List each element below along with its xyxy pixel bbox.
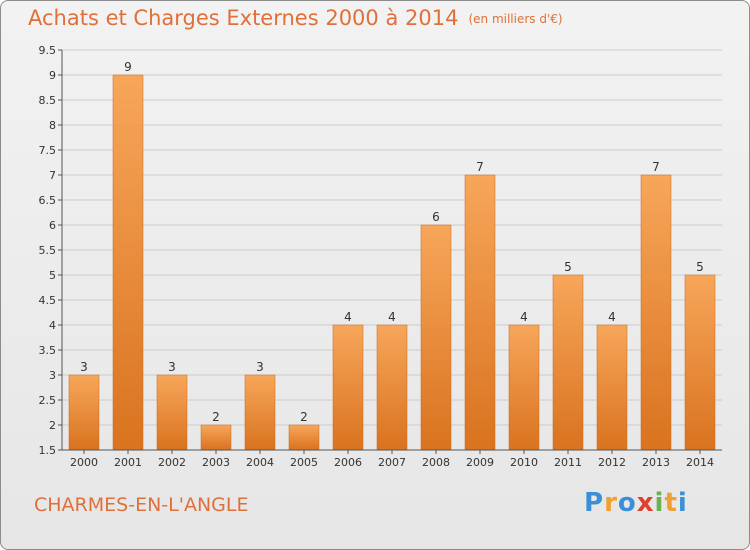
brand-letter: x (636, 488, 655, 518)
labels: 1.5 2 2.5 3 3.5 4 4.5 5 5.5 6 6.5 7 7.5 8 8.5 9 9.5 3 2000… (39, 44, 715, 469)
proxiti-logo: Proxiti (584, 488, 688, 518)
data-label: 7 (652, 160, 660, 174)
bar-2004 (244, 374, 276, 451)
data-label: 6 (432, 210, 440, 224)
data-label: 4 (344, 310, 352, 324)
data-label: 7 (476, 160, 484, 174)
x-tick-label: 2007 (378, 456, 406, 469)
y-tick-label: 2 (49, 419, 56, 432)
x-tick-label: 2012 (598, 456, 626, 469)
y-tick-label: 7.5 (39, 144, 57, 157)
x-tick-label: 2005 (290, 456, 318, 469)
axes (58, 49, 722, 454)
bar-2001 (112, 74, 144, 451)
bar-2012 (596, 324, 628, 451)
bar-2011 (552, 274, 584, 451)
data-label: 5 (696, 260, 704, 274)
bar-2000 (68, 374, 100, 451)
bar-2010 (508, 324, 540, 451)
y-tick-label: 2.5 (39, 394, 57, 407)
x-tick-label: 2003 (202, 456, 230, 469)
y-tick-label: 6 (49, 219, 56, 232)
brand-letter: P (584, 488, 605, 518)
x-tick-label: 2002 (158, 456, 186, 469)
data-label: 3 (80, 360, 88, 374)
commune-name: CHARMES-EN-L'ANGLE (34, 494, 249, 516)
y-tick-label: 7 (49, 169, 56, 182)
data-label: 2 (212, 410, 220, 424)
brand-letter: i (677, 488, 688, 518)
x-tick-label: 2004 (246, 456, 274, 469)
brand-letter: i (654, 488, 665, 518)
data-label: 4 (520, 310, 528, 324)
bar-2002 (156, 374, 188, 451)
bars (68, 74, 716, 451)
y-tick-label: 4.5 (39, 294, 57, 307)
y-tick-label: 6.5 (39, 194, 57, 207)
data-label: 4 (388, 310, 396, 324)
bar-2008 (420, 224, 452, 451)
brand-letter: o (617, 488, 637, 518)
y-tick-label: 1.5 (39, 444, 57, 457)
brand-letter: r (604, 488, 618, 518)
bar-2009 (464, 174, 496, 451)
x-tick-label: 2000 (70, 456, 98, 469)
x-tick-label: 2001 (114, 456, 142, 469)
y-tick-label: 8 (49, 119, 56, 132)
brand-letter: t (664, 488, 678, 518)
x-tick-label: 2011 (554, 456, 582, 469)
y-tick-label: 9 (49, 69, 56, 82)
chart-title: Achats et Charges Externes 2000 à 2014 (e… (28, 6, 563, 30)
data-label: 2 (300, 410, 308, 424)
bar-2005 (288, 424, 320, 451)
y-tick-label: 4 (49, 319, 56, 332)
y-tick-label: 5.5 (39, 244, 57, 257)
data-label: 3 (256, 360, 264, 374)
bar-2003 (200, 424, 232, 451)
bar-2007 (376, 324, 408, 451)
chart-title-text: Achats et Charges Externes 2000 à 2014 (28, 6, 459, 30)
x-tick-label: 2006 (334, 456, 362, 469)
y-tick-label: 8.5 (39, 94, 57, 107)
y-tick-label: 5 (49, 269, 56, 282)
data-label: 9 (124, 60, 132, 74)
data-label: 5 (564, 260, 572, 274)
x-tick-label: 2008 (422, 456, 450, 469)
y-tick-label: 9.5 (39, 44, 57, 57)
bar-2013 (640, 174, 672, 451)
x-tick-label: 2010 (510, 456, 538, 469)
y-tick-label: 3.5 (39, 344, 57, 357)
x-tick-label: 2014 (686, 456, 714, 469)
chart-unit: (en milliers d'€) (468, 12, 563, 26)
data-label: 3 (168, 360, 176, 374)
x-tick-label: 2013 (642, 456, 670, 469)
x-tick-label: 2009 (466, 456, 494, 469)
data-label: 4 (608, 310, 616, 324)
bar-2006 (332, 324, 364, 451)
bar-2014 (684, 274, 716, 451)
y-tick-label: 3 (49, 369, 56, 382)
